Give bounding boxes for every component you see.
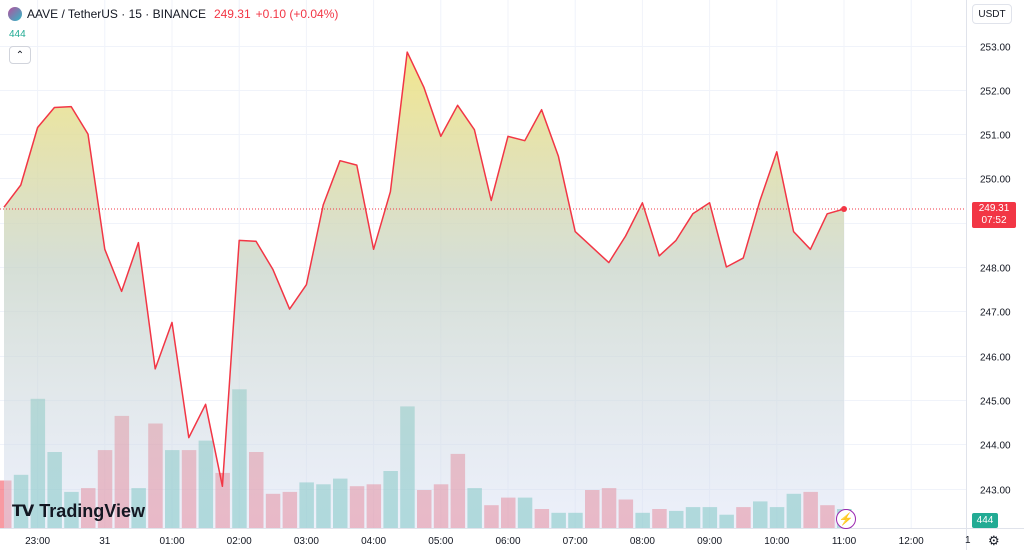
area-fill: [4, 52, 844, 528]
y-tick-label: 250.00: [980, 175, 1011, 186]
y-tick-label: 244.00: [980, 441, 1011, 452]
lightning-icon[interactable]: ⚡: [836, 509, 856, 529]
y-tick-label: 245.00: [980, 397, 1011, 408]
last-price-value: 249.31: [978, 203, 1010, 214]
x-tick-label: 12:00: [899, 536, 924, 547]
x-tick-label: 09:00: [697, 536, 722, 547]
time-axis[interactable]: 23:00 31 01:00 02:00 03:00 04:00 05:00 06:00 07:…: [0, 528, 1024, 548]
x-tick-label: 05:00: [428, 536, 453, 547]
y-tick-label: 253.00: [980, 43, 1011, 54]
currency-button[interactable]: USDT: [972, 4, 1012, 24]
price-axis[interactable]: 243.00 244.00 245.00 246.00 247.00 248.00 249.…: [966, 0, 1012, 550]
bar-countdown: 07:52: [981, 215, 1007, 226]
x-tick-label: 04:00: [361, 536, 386, 547]
price-change: +0.10 (+0.04%): [255, 7, 339, 21]
y-tick-label: 246.00: [980, 353, 1011, 364]
current-price: 249.31: [213, 7, 251, 21]
tradingview-logo[interactable]: 𝗧𝗩 TradingView: [12, 498, 145, 524]
x-tick-label: 10:00: [764, 536, 789, 547]
price-line: [3, 51, 845, 488]
x-tick-label: 23:00: [25, 536, 50, 547]
logo-text: TradingView: [39, 500, 145, 521]
x-tick-label: 07:00: [563, 536, 588, 547]
gear-icon[interactable]: ⚙: [988, 533, 1000, 548]
tradingview-mark-icon: 𝗧𝗩: [12, 503, 34, 520]
x-tick-label: 06:00: [495, 536, 520, 547]
aave-coin-icon: [8, 7, 22, 21]
last-price-tag: 249.31 07:52: [972, 202, 1016, 228]
price-area: [0, 51, 966, 528]
y-tick-label: 251.00: [980, 131, 1011, 142]
y-tick-label: 248.00: [980, 264, 1011, 275]
x-tick-label: 03:00: [294, 536, 319, 547]
x-tick-label: 02:00: [227, 536, 252, 547]
last-price-dot: [841, 205, 847, 212]
x-tick-label: 11:00: [832, 536, 857, 547]
chevron-up-icon: ⌃: [15, 49, 25, 61]
symbol-header: AAVE / TetherUS · 15 · BINANCE 249.31 +0…: [8, 6, 338, 22]
volume-tag: 444: [972, 513, 998, 528]
collapse-legend-button[interactable]: ⌃: [9, 46, 31, 64]
scale-mode-toggle[interactable]: 1: [965, 535, 971, 546]
x-tick-label: 08:00: [630, 536, 655, 547]
volume-legend: 444: [9, 29, 26, 40]
x-tick-label: 01:00: [159, 536, 184, 547]
symbol-title[interactable]: AAVE / TetherUS · 15 · BINANCE: [27, 7, 206, 21]
y-tick-label: 247.00: [980, 308, 1011, 319]
y-tick-label: 252.00: [980, 87, 1011, 98]
x-tick-label: 31: [99, 536, 111, 547]
y-tick-label: 243.00: [980, 486, 1011, 497]
